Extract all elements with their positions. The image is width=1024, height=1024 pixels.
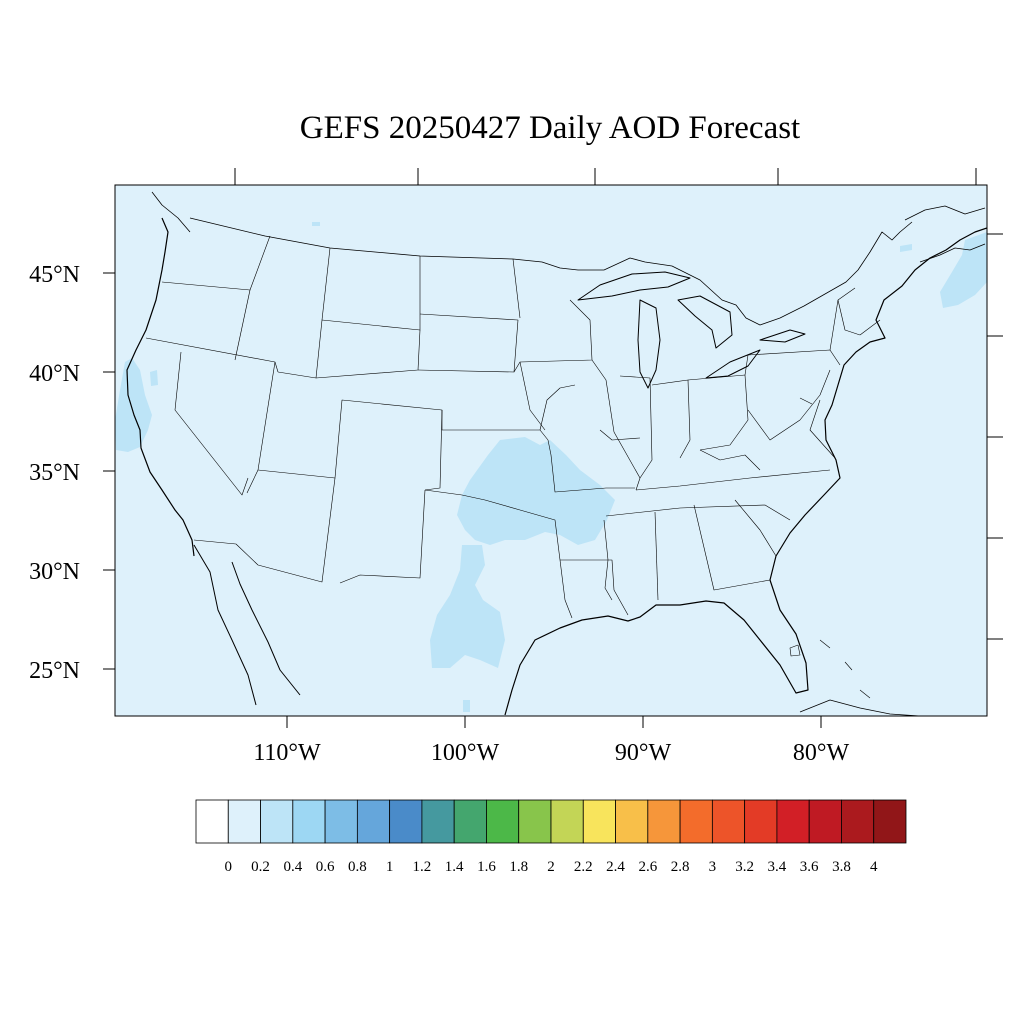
colorbar-label: 0.2 (251, 859, 270, 875)
colorbar-label: 3.8 (832, 859, 851, 875)
lake-michigan (637, 299, 661, 389)
colorbar-box (744, 799, 778, 844)
aod-plume-ontario (900, 244, 912, 252)
colorbar-box (421, 799, 455, 844)
gulf-coast (504, 555, 809, 716)
lake-okeechobee (789, 644, 801, 657)
colorbar-box (615, 799, 649, 844)
aod-plume-mexico-dot (463, 700, 470, 712)
map-frame (114, 184, 988, 717)
colorbar-box (711, 799, 746, 844)
aod-plumes (115, 222, 987, 712)
colorbar-box (195, 799, 229, 844)
lake-huron (677, 295, 733, 349)
colorbar-label: 1.8 (509, 859, 528, 875)
lon-label-80: 80°W (793, 740, 850, 766)
colorbar-box (227, 799, 261, 844)
colorbar-box (582, 799, 616, 844)
colorbar-box (873, 799, 907, 844)
colorbar-box (453, 799, 487, 844)
colorbar-label: 0 (225, 859, 233, 875)
aod-plume-canada-dot (312, 222, 320, 226)
colorbar-label: 2.6 (638, 859, 657, 875)
colorbar-box (356, 799, 391, 844)
aod-plume-california-coast (115, 358, 152, 452)
lat-label-40: 40°N (29, 361, 80, 387)
lake-erie (705, 349, 761, 379)
colorbar-label: 2.2 (574, 859, 593, 875)
longitude-labels: 110°W 100°W 90°W 80°W (253, 740, 849, 766)
cuba-coast (799, 699, 921, 716)
chart-title: GEFS 20250427 Daily AOD Forecast (299, 110, 801, 146)
aod-plume-southern-plains (457, 437, 615, 545)
lake-ontario (759, 329, 806, 343)
colorbar-label: 1.4 (445, 859, 464, 875)
colorbar-box (389, 799, 423, 844)
colorbar-labels: 0 0.2 0.4 0.6 0.8 1 1.2 1.4 1.6 1.8 2 2.2 2.4 2.6 2.8 3… (225, 859, 878, 875)
colorbar-box (841, 799, 875, 844)
colorbar-box (679, 799, 713, 844)
gulf-of-california-coast (231, 561, 301, 696)
colorbar-label: 2 (547, 859, 555, 875)
lat-label-30: 30°N (29, 559, 80, 585)
vancouver-island-coast (151, 191, 191, 233)
lon-label-90: 90°W (615, 740, 672, 766)
lat-label-25: 25°N (29, 658, 80, 684)
colorbar-box (808, 799, 842, 844)
colorbar-label: 3.4 (768, 859, 787, 875)
atlantic-coast (775, 227, 987, 557)
pacific-coast (126, 217, 195, 557)
colorbar-label: 1.6 (477, 859, 496, 875)
aod-plume-california-dot (150, 370, 158, 386)
aod-plume-texas (430, 545, 505, 668)
axis-ticks (103, 168, 1003, 728)
colorbar-label: 3 (709, 859, 717, 875)
colorbar-box (550, 799, 584, 844)
aod-plume-new-brunswick (940, 232, 987, 308)
colorbar (195, 799, 907, 844)
colorbar-box (486, 799, 520, 844)
latitude-labels: 45°N 40°N 35°N 30°N 25°N (29, 262, 80, 684)
colorbar-box (647, 799, 681, 844)
map-content (115, 191, 987, 716)
colorbar-box (518, 799, 552, 844)
gulf-st-lawrence-coast (904, 205, 986, 221)
colorbar-label: 0.8 (348, 859, 367, 875)
colorbar-label: 2.8 (671, 859, 690, 875)
lon-label-110: 110°W (253, 740, 321, 766)
colorbar-box (292, 799, 326, 844)
colorbar-label: 0.6 (316, 859, 335, 875)
colorbar-label: 1 (386, 859, 394, 875)
lat-label-45: 45°N (29, 262, 80, 288)
bahamas-coast (819, 639, 871, 699)
state-boundaries (145, 235, 881, 619)
colorbar-label: 3.6 (800, 859, 819, 875)
baja-coast (193, 544, 257, 706)
colorbar-label: 1.2 (413, 859, 432, 875)
canada-border (189, 217, 913, 326)
boundary-lines (126, 191, 987, 716)
nova-scotia-coast (919, 243, 986, 263)
lon-label-100: 100°W (431, 740, 500, 766)
colorbar-label: 2.4 (606, 859, 625, 875)
lake-superior (577, 271, 691, 301)
colorbar-label: 3.2 (735, 859, 754, 875)
colorbar-label: 0.4 (283, 859, 302, 875)
colorbar-box (260, 799, 294, 844)
lat-label-35: 35°N (29, 460, 80, 486)
colorbar-box (324, 799, 358, 844)
colorbar-box (776, 799, 810, 844)
colorbar-label: 4 (870, 859, 878, 875)
